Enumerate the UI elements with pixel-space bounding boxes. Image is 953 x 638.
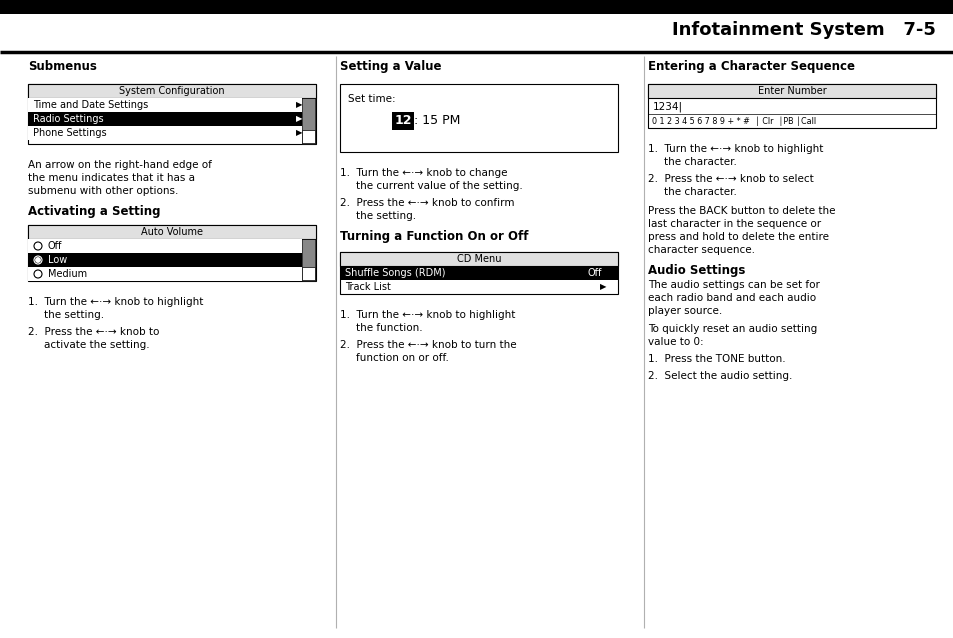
Text: Entering a Character Sequence: Entering a Character Sequence <box>647 60 854 73</box>
Text: 1234|: 1234| <box>652 101 682 112</box>
Text: Enter Number: Enter Number <box>757 86 825 96</box>
Bar <box>28 112 302 126</box>
Text: the character.: the character. <box>663 187 736 197</box>
Text: the character.: the character. <box>663 157 736 167</box>
Text: Infotainment System   7-5: Infotainment System 7-5 <box>672 21 935 39</box>
Text: Setting a Value: Setting a Value <box>339 60 441 73</box>
Text: submenu with other options.: submenu with other options. <box>28 186 178 196</box>
Text: Activating a Setting: Activating a Setting <box>28 205 160 218</box>
Text: the current value of the setting.: the current value of the setting. <box>355 181 522 191</box>
Bar <box>28 84 315 98</box>
Bar <box>339 252 618 294</box>
Text: 2.  Press the ←·→ knob to select: 2. Press the ←·→ knob to select <box>647 174 813 184</box>
Bar <box>647 84 935 128</box>
Text: 1.  Turn the ←·→ knob to highlight: 1. Turn the ←·→ knob to highlight <box>28 297 203 307</box>
Bar <box>28 239 302 253</box>
Bar <box>28 267 302 281</box>
Text: Off: Off <box>48 241 62 251</box>
Circle shape <box>36 258 40 262</box>
Bar <box>647 84 935 98</box>
Text: Off: Off <box>587 268 601 278</box>
Bar <box>339 84 618 152</box>
Text: 1.  Turn the ←·→ knob to change: 1. Turn the ←·→ knob to change <box>339 168 507 178</box>
Text: ▶: ▶ <box>295 128 302 138</box>
Bar <box>302 98 314 144</box>
Bar <box>339 266 618 280</box>
Text: To quickly reset an audio setting: To quickly reset an audio setting <box>647 324 817 334</box>
Bar <box>28 126 302 140</box>
Text: Press the BACK button to delete the: Press the BACK button to delete the <box>647 206 835 216</box>
Text: 12: 12 <box>394 114 412 128</box>
Text: activate the setting.: activate the setting. <box>44 340 150 350</box>
Text: Low: Low <box>48 255 67 265</box>
Text: 1.  Press the TONE button.: 1. Press the TONE button. <box>647 354 785 364</box>
Text: Track List: Track List <box>345 282 391 292</box>
Bar <box>28 98 302 112</box>
Text: each radio band and each audio: each radio band and each audio <box>647 293 815 303</box>
Text: Radio Settings: Radio Settings <box>33 114 104 124</box>
Text: ▶: ▶ <box>599 283 606 292</box>
Text: press and hold to delete the entire: press and hold to delete the entire <box>647 232 828 242</box>
Text: character sequence.: character sequence. <box>647 245 754 255</box>
Text: ▶: ▶ <box>295 101 302 110</box>
Text: the function.: the function. <box>355 323 422 333</box>
Bar <box>302 239 314 281</box>
Bar <box>28 225 315 239</box>
Bar <box>28 225 315 281</box>
Text: Audio Settings: Audio Settings <box>647 264 744 277</box>
Text: 2.  Press the ←·→ knob to turn the: 2. Press the ←·→ knob to turn the <box>339 340 517 350</box>
Text: 1.  Turn the ←·→ knob to highlight: 1. Turn the ←·→ knob to highlight <box>339 310 515 320</box>
Text: Time and Date Settings: Time and Date Settings <box>33 100 148 110</box>
Text: the setting.: the setting. <box>44 310 104 320</box>
Text: Set time:: Set time: <box>348 94 395 104</box>
Text: An arrow on the right-hand edge of: An arrow on the right-hand edge of <box>28 160 212 170</box>
Text: Medium: Medium <box>48 269 87 279</box>
Text: The audio settings can be set for: The audio settings can be set for <box>647 280 819 290</box>
Text: Submenus: Submenus <box>28 60 97 73</box>
Text: ▶: ▶ <box>295 114 302 124</box>
Text: Auto Volume: Auto Volume <box>141 227 203 237</box>
Text: function on or off.: function on or off. <box>355 353 449 363</box>
Text: System Configuration: System Configuration <box>119 86 225 96</box>
Text: 2.  Press the ←·→ knob to confirm: 2. Press the ←·→ knob to confirm <box>339 198 514 208</box>
Text: Shuffle Songs (RDM): Shuffle Songs (RDM) <box>345 268 445 278</box>
Text: CD Menu: CD Menu <box>456 254 500 264</box>
Bar <box>302 130 314 143</box>
Bar <box>0 0 953 14</box>
Text: the setting.: the setting. <box>355 211 416 221</box>
Text: 2.  Select the audio setting.: 2. Select the audio setting. <box>647 371 792 381</box>
Text: value to 0:: value to 0: <box>647 337 703 347</box>
Bar <box>339 252 618 266</box>
Text: Phone Settings: Phone Settings <box>33 128 107 138</box>
Text: 1.  Turn the ←·→ knob to highlight: 1. Turn the ←·→ knob to highlight <box>647 144 822 154</box>
Text: player source.: player source. <box>647 306 721 316</box>
Bar <box>392 112 414 130</box>
Text: 0 1 2 3 4 5 6 7 8 9 + * #  │ Clr  │PB │Call: 0 1 2 3 4 5 6 7 8 9 + * # │ Clr │PB │Cal… <box>651 116 815 126</box>
Text: Turning a Function On or Off: Turning a Function On or Off <box>339 230 528 243</box>
Text: : 15 PM: : 15 PM <box>414 114 460 128</box>
Text: the menu indicates that it has a: the menu indicates that it has a <box>28 173 194 183</box>
Bar <box>28 84 315 144</box>
Bar <box>302 267 314 280</box>
Text: 2.  Press the ←·→ knob to: 2. Press the ←·→ knob to <box>28 327 159 337</box>
Bar <box>28 253 302 267</box>
Text: last character in the sequence or: last character in the sequence or <box>647 219 821 229</box>
